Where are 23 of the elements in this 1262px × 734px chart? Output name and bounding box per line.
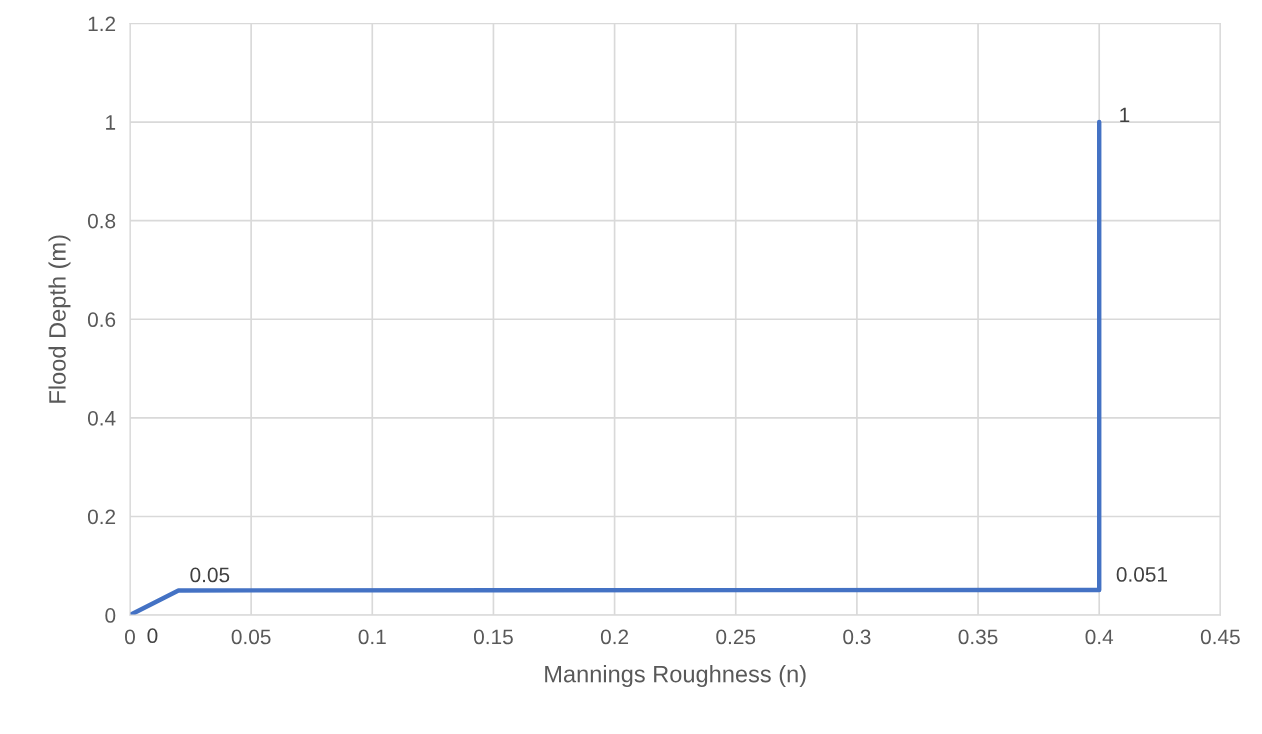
y-tick-label: 0.2 xyxy=(87,509,116,525)
y-tick-label: 0.8 xyxy=(87,213,116,229)
x-tick-label: 0.1 xyxy=(358,629,386,645)
x-tick-label: 0.3 xyxy=(843,629,871,645)
y-tick-label: 1 xyxy=(106,115,116,130)
y-tick-label: 0 xyxy=(105,608,116,623)
x-tick-label: 0.35 xyxy=(958,629,998,645)
x-tick-label: 0.45 xyxy=(1200,629,1240,645)
data-label: 0.051 xyxy=(1116,567,1167,582)
y-tick-label: 0.4 xyxy=(87,410,116,426)
data-label: 0.05 xyxy=(190,567,230,583)
x-tick-label: 0.4 xyxy=(1085,629,1114,645)
data-label: 1 xyxy=(1120,107,1130,123)
x-tick-label: 0.15 xyxy=(473,629,513,645)
y-tick-label: 0.6 xyxy=(87,312,116,328)
x-tick-label: 0.05 xyxy=(231,629,271,645)
x-axis-title: Mannings Roughness (n) xyxy=(545,665,806,688)
x-tick-label: 0.25 xyxy=(716,629,756,645)
y-tick-label: 1.2 xyxy=(88,16,116,32)
line-series xyxy=(129,119,1102,616)
y-axis-title: Flood Depth (m) xyxy=(48,235,71,403)
x-tick-label: 0 xyxy=(125,629,135,645)
x-tick-label: 0.2 xyxy=(600,629,629,645)
